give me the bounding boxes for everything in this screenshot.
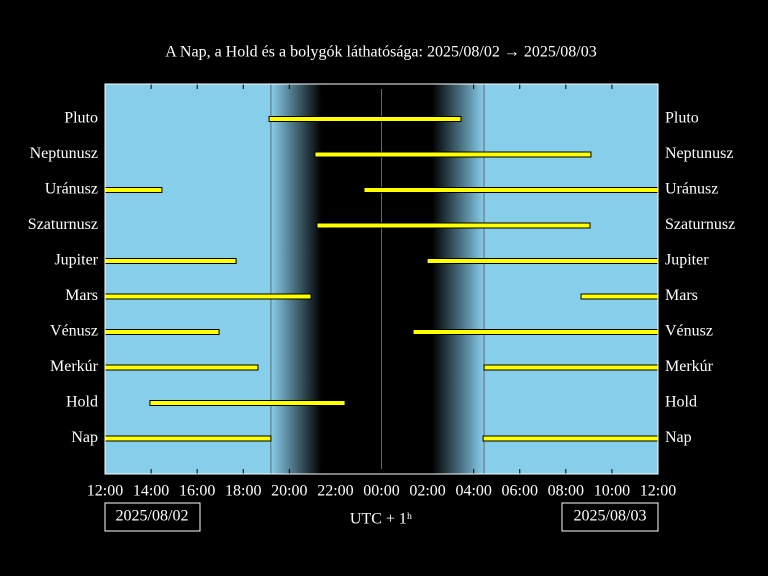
plot-frame — [104, 83, 659, 475]
visibility-bar — [412, 329, 659, 335]
x-tick-label: 02:00 — [409, 483, 445, 500]
x-tick-label: 16:00 — [179, 483, 215, 500]
daylight — [105, 84, 271, 474]
visibility-bar — [426, 258, 659, 264]
plot-area — [105, 84, 658, 474]
row-label: Mars — [65, 287, 98, 304]
x-tick-label: 22:00 — [317, 483, 353, 500]
row-label: Hold — [66, 394, 98, 411]
daylight — [484, 84, 658, 474]
x-axis-label: UTC + 1ʰ — [350, 511, 412, 528]
row-label: Neptunusz — [665, 145, 733, 162]
row-label: Szaturnusz — [665, 216, 735, 233]
x-tick-label: 08:00 — [548, 483, 584, 500]
visibility-bar — [268, 116, 462, 122]
end-date: 2025/08/03 — [574, 508, 647, 525]
x-tick-label: 12:00 — [87, 483, 123, 500]
visibility-bar — [104, 187, 163, 193]
twilight — [432, 84, 485, 474]
row-label: Mars — [665, 287, 698, 304]
row-label: Uránusz — [45, 181, 98, 198]
x-tick-label: 10:00 — [594, 483, 630, 500]
row-label: Hold — [665, 394, 697, 411]
x-tick-label: 14:00 — [133, 483, 169, 500]
row-label: Jupiter — [665, 252, 709, 269]
visibility-bar — [104, 258, 237, 264]
visibility-bar — [482, 435, 659, 442]
row-label: Neptunusz — [30, 145, 98, 162]
row-label: Vénusz — [665, 323, 713, 340]
row-label: Merkúr — [50, 358, 99, 375]
visibility-bar — [104, 435, 272, 442]
row-label: Uránusz — [665, 181, 718, 198]
x-tick-label: 20:00 — [271, 483, 307, 500]
x-tick-label: 12:00 — [640, 483, 676, 500]
row-label: Pluto — [665, 110, 699, 127]
x-tick-label: 00:00 — [363, 483, 399, 500]
date-box — [561, 502, 659, 532]
visibility-bar — [316, 222, 591, 229]
night — [321, 84, 433, 474]
visibility-bar — [483, 364, 659, 371]
visibility-bar — [104, 364, 259, 371]
chart-title: A Nap, a Hold és a bolygók láthatósága: … — [165, 44, 597, 61]
row-label: Merkúr — [665, 358, 714, 375]
twilight — [270, 84, 322, 474]
x-tick-label: 04:00 — [455, 483, 491, 500]
row-label: Nap — [71, 429, 98, 446]
visibility-bar — [104, 293, 312, 300]
visibility-bar — [363, 187, 659, 193]
row-label: Szaturnusz — [28, 216, 98, 233]
visibility-bar — [580, 293, 659, 300]
date-box — [104, 502, 201, 532]
x-tick-label: 06:00 — [502, 483, 538, 500]
x-tick-label: 18:00 — [225, 483, 261, 500]
row-label: Pluto — [64, 110, 98, 127]
row-label: Jupiter — [54, 252, 98, 269]
start-date: 2025/08/02 — [116, 508, 189, 525]
visibility-bar — [314, 151, 592, 158]
row-label: Vénusz — [50, 323, 98, 340]
visibility-bar — [104, 329, 220, 335]
row-label: Nap — [665, 429, 692, 446]
visibility-bar — [149, 400, 346, 406]
